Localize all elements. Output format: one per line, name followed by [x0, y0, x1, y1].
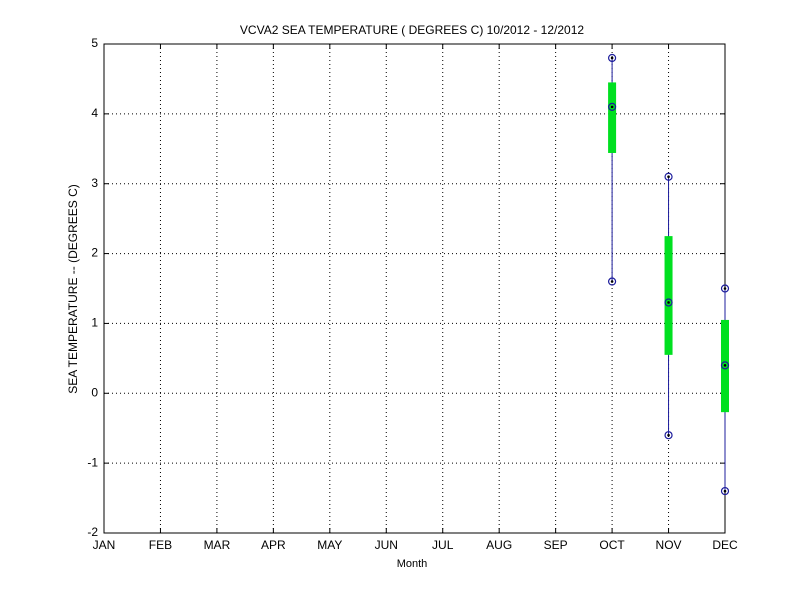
min-dot [610, 280, 614, 283]
x-tick-label: APR [261, 538, 286, 552]
max-dot [723, 287, 727, 290]
mean-marker [607, 102, 617, 111]
min-dot [723, 489, 727, 493]
y-tick-label: 3 [91, 176, 98, 190]
min-dot [667, 433, 670, 437]
y-tick-label: 5 [91, 36, 98, 50]
min-marker [607, 277, 617, 286]
y-tick-label: -2 [87, 525, 98, 539]
x-axis-label: Month [397, 558, 428, 570]
mean-dot [723, 364, 727, 367]
x-tick-label: MAY [317, 538, 342, 552]
x-tick-label: DEC [712, 538, 738, 552]
y-axis-label: SEA TEMPERATURE -- (DEGREES C) [66, 184, 80, 394]
x-tick-label: NOV [656, 538, 682, 552]
chart-title: VCVA2 SEA TEMPERATURE ( DEGREES C) 10/20… [240, 23, 584, 37]
x-tick-label: AUG [486, 538, 512, 552]
min-marker [664, 431, 673, 440]
max-dot [667, 175, 670, 179]
x-tick-label: SEP [544, 538, 568, 552]
x-tick-label: OCT [599, 538, 625, 552]
box [608, 82, 617, 153]
y-tick-label: 2 [91, 246, 98, 260]
max-dot [610, 56, 614, 60]
x-tick-label: JUL [432, 538, 454, 552]
max-marker [607, 53, 617, 63]
mean-dot [610, 105, 614, 109]
x-tick-label: FEB [149, 538, 172, 552]
mean-marker [664, 298, 673, 307]
y-tick-label: 1 [91, 316, 98, 330]
x-tick-label: MAR [204, 538, 231, 552]
x-tick-label: JAN [93, 538, 116, 552]
max-marker [720, 284, 730, 293]
max-marker [664, 172, 673, 181]
box [664, 236, 673, 355]
y-tick-label: 4 [91, 106, 98, 120]
y-tick-label: -1 [87, 455, 98, 469]
y-tick-label: 0 [91, 385, 98, 399]
x-tick-label: JUN [375, 538, 398, 552]
mean-marker [720, 361, 730, 370]
min-marker [720, 486, 730, 496]
mean-dot [667, 301, 670, 304]
